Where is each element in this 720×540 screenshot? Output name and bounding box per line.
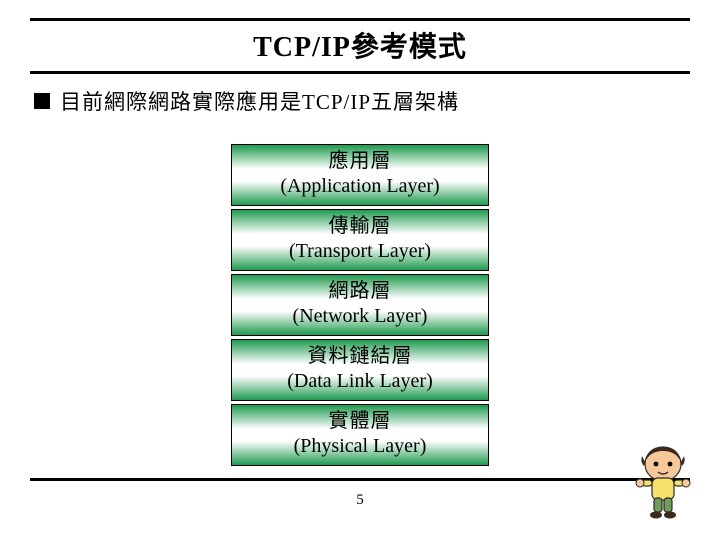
mascot-icon: [628, 442, 698, 522]
layer-datalink: 資料鏈結層 (Data Link Layer): [231, 339, 489, 401]
layer-stack: 應用層 (Application Layer) 傳輸層 (Transport L…: [231, 144, 489, 466]
layer-application: 應用層 (Application Layer): [231, 144, 489, 206]
layer-label-zh: 應用層: [238, 149, 482, 174]
layer-label-zh: 實體層: [238, 409, 482, 434]
layer-label-zh: 網路層: [238, 279, 482, 304]
layer-label-en: (Data Link Layer): [238, 369, 482, 394]
layer-label-zh: 傳輸層: [238, 214, 482, 239]
layer-physical: 實體層 (Physical Layer): [231, 404, 489, 466]
layer-label-en: (Application Layer): [238, 174, 482, 199]
layer-transport: 傳輸層 (Transport Layer): [231, 209, 489, 271]
layer-network: 網路層 (Network Layer): [231, 274, 489, 336]
layer-label-en: (Transport Layer): [238, 239, 482, 264]
bullet-row: 目前網際網路實際應用是TCP/IP五層架構: [34, 86, 690, 116]
layer-label-en: (Network Layer): [238, 304, 482, 329]
square-bullet-icon: [34, 93, 50, 109]
title-block: TCP/IP參考模式: [30, 18, 690, 74]
slide: TCP/IP參考模式 目前網際網路實際應用是TCP/IP五層架構 應用層 (Ap…: [0, 0, 720, 540]
page-number: 5: [0, 492, 720, 509]
bullet-text: 目前網際網路實際應用是TCP/IP五層架構: [60, 86, 459, 116]
layer-label-zh: 資料鏈結層: [238, 344, 482, 369]
bottom-rule: [30, 478, 690, 481]
layer-label-en: (Physical Layer): [238, 434, 482, 459]
slide-title: TCP/IP參考模式: [253, 32, 467, 63]
